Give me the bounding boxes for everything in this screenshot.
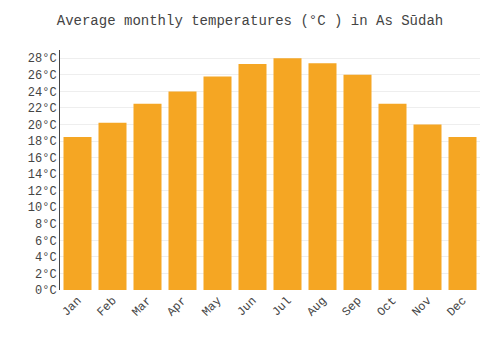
svg-text:Dec: Dec bbox=[444, 294, 469, 319]
svg-text:Average monthly temperatures (: Average monthly temperatures (°C ) in As… bbox=[57, 13, 443, 29]
svg-text:18°C: 18°C bbox=[28, 135, 57, 149]
svg-text:Nov: Nov bbox=[409, 294, 434, 319]
svg-text:6°C: 6°C bbox=[35, 235, 57, 249]
svg-text:Sep: Sep bbox=[339, 294, 364, 319]
svg-text:26°C: 26°C bbox=[28, 69, 57, 83]
svg-text:16°C: 16°C bbox=[28, 152, 57, 166]
svg-text:Oct: Oct bbox=[374, 294, 399, 319]
svg-text:24°C: 24°C bbox=[28, 86, 57, 100]
svg-text:2°C: 2°C bbox=[35, 268, 57, 282]
svg-text:12°C: 12°C bbox=[28, 185, 57, 199]
svg-text:22°C: 22°C bbox=[28, 102, 57, 116]
svg-text:Jul: Jul bbox=[269, 294, 294, 319]
svg-text:Jun: Jun bbox=[234, 294, 259, 319]
svg-text:Apr: Apr bbox=[164, 294, 189, 319]
svg-text:May: May bbox=[199, 294, 224, 319]
svg-text:8°C: 8°C bbox=[35, 218, 57, 232]
svg-text:10°C: 10°C bbox=[28, 201, 57, 215]
svg-text:28°C: 28°C bbox=[28, 52, 57, 66]
svg-text:Feb: Feb bbox=[94, 294, 119, 319]
svg-text:Aug: Aug bbox=[304, 294, 329, 319]
svg-text:14°C: 14°C bbox=[28, 168, 57, 182]
svg-text:0°C: 0°C bbox=[35, 284, 57, 298]
svg-text:4°C: 4°C bbox=[35, 251, 57, 265]
svg-text:Jan: Jan bbox=[59, 294, 84, 319]
svg-text:20°C: 20°C bbox=[28, 119, 57, 133]
svg-text:Mar: Mar bbox=[129, 294, 154, 319]
